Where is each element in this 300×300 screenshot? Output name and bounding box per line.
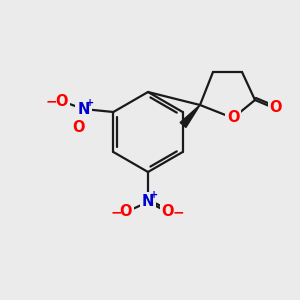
Text: O: O xyxy=(270,100,282,116)
Text: +: + xyxy=(86,98,94,107)
Text: O: O xyxy=(227,110,239,125)
Text: O: O xyxy=(72,119,85,134)
Text: −: − xyxy=(172,205,184,219)
Text: +: + xyxy=(150,190,159,200)
Polygon shape xyxy=(180,105,200,128)
Text: N: N xyxy=(142,194,154,209)
Text: O: O xyxy=(120,205,132,220)
Text: N: N xyxy=(77,101,89,116)
Text: −: − xyxy=(110,205,122,219)
Text: O: O xyxy=(55,94,68,109)
Text: −: − xyxy=(46,94,57,108)
Text: O: O xyxy=(162,205,174,220)
